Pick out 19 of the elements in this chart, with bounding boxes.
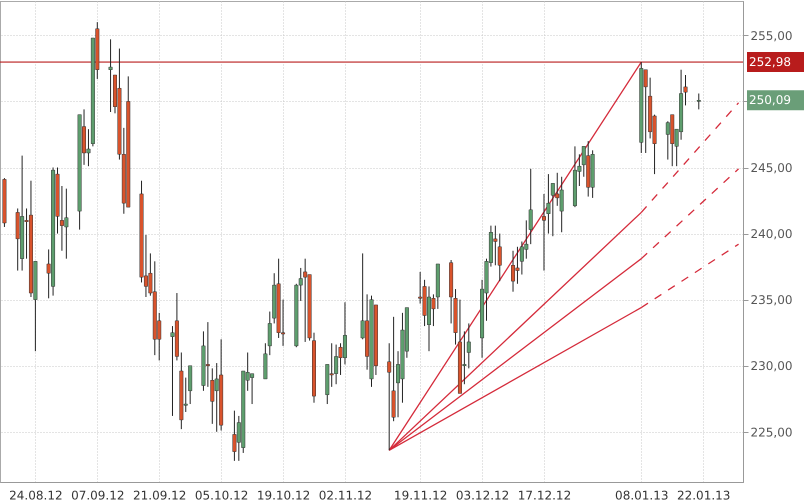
y-tick-label: 230,00 bbox=[750, 359, 792, 374]
x-tick-label: 08.01.13 bbox=[615, 488, 668, 502]
x-tick-label: 21.09.12 bbox=[132, 488, 186, 502]
x-tick-label: 19.11.12 bbox=[394, 488, 448, 502]
x-tick-label: 19.10.12 bbox=[256, 488, 310, 502]
y-tick-label: 240,00 bbox=[750, 227, 792, 242]
x-tick-label: 02.11.12 bbox=[318, 488, 372, 502]
y-tick-label: 255,00 bbox=[750, 28, 792, 43]
x-tick-label: 03.12.12 bbox=[456, 488, 510, 502]
text: 250,09 bbox=[749, 93, 791, 108]
x-tick-label: 22.01.13 bbox=[676, 488, 730, 502]
x-tick-label: 05.10.12 bbox=[194, 488, 248, 502]
y-tick-label: 225,00 bbox=[750, 425, 792, 440]
x-tick-label: 07.09.12 bbox=[71, 488, 125, 502]
x-tick-label: 17.12.12 bbox=[518, 488, 572, 502]
x-tick-label: 24.08.12 bbox=[9, 488, 63, 502]
y-tick-label: 245,00 bbox=[750, 161, 792, 175]
ref-line-label: 252,98 bbox=[749, 55, 791, 70]
y-tick-label: 235,00 bbox=[750, 293, 792, 308]
